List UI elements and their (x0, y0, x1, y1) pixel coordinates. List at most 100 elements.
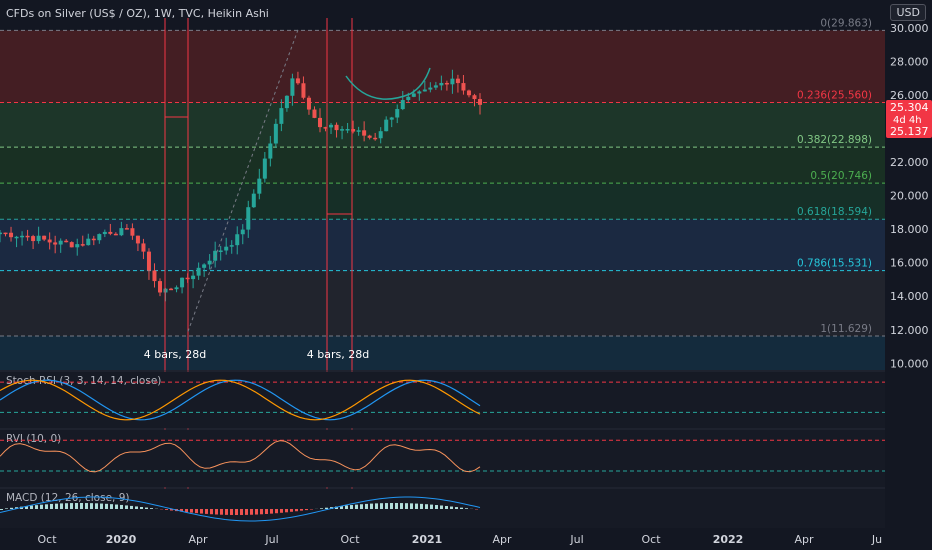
macd-bar (405, 503, 408, 509)
macd-bar (365, 503, 368, 509)
candle-body (36, 235, 41, 242)
candle-body (47, 239, 52, 243)
candle-body (273, 123, 278, 144)
candle-body (306, 97, 311, 110)
macd-bar (445, 505, 448, 509)
fib-label: 0.382(22.898) (797, 134, 872, 146)
macd-bar (125, 505, 128, 509)
candle-body (461, 83, 466, 91)
fib-label: 0.786(15.531) (797, 258, 872, 270)
candle-body (3, 232, 8, 235)
candle-body (318, 117, 322, 128)
candle-body (301, 83, 306, 98)
macd-bar (240, 509, 243, 515)
macd-bar (15, 507, 18, 509)
macd-bar (115, 504, 118, 509)
candle-body (334, 124, 339, 131)
macd-bar (180, 509, 183, 512)
time-tick: Oct (37, 533, 57, 546)
candle-body (113, 233, 118, 236)
rvi-line (0, 440, 481, 473)
macd-bar (100, 503, 103, 509)
candle-body (389, 117, 394, 120)
price-tick: 10.000 (890, 357, 929, 370)
candle-body (351, 129, 356, 132)
pane-bg (0, 430, 885, 487)
macd-bar (460, 507, 463, 509)
macd-bar (35, 505, 38, 509)
macd-bar (145, 507, 148, 509)
macd-bar (430, 504, 433, 509)
macd-bar (120, 504, 123, 509)
candle-body (378, 131, 383, 139)
time-tick: Apr (492, 533, 512, 546)
macd-bar (295, 509, 298, 512)
currency-button[interactable]: USD (890, 4, 926, 21)
macd-bar (80, 503, 83, 509)
price-axis: 30.00028.00026.00024.00022.00020.00018.0… (885, 0, 932, 550)
candle-body (119, 228, 124, 236)
candle-body (191, 275, 196, 280)
time-axis: Oct 2020 Apr Jul Oct 2021 Apr Jul Oct 2022 Apr Ju (0, 528, 932, 550)
macd-bar (390, 503, 393, 509)
candle-body (152, 270, 157, 282)
macd-bar (360, 504, 363, 509)
macd-bar (110, 504, 113, 509)
symbol-title: CFDs on Silver (US$ / OZ), 1W, TVC, Heik… (6, 7, 269, 20)
candle-body (224, 246, 229, 251)
candle-body (417, 91, 422, 94)
macd-bar (45, 504, 48, 509)
candle-body (246, 207, 251, 230)
macd-bar (65, 503, 68, 509)
macd-bar (220, 509, 223, 515)
fib-band (0, 30, 885, 103)
price-badge (886, 100, 932, 138)
price-tick: 18.000 (890, 223, 929, 236)
candle-body (428, 87, 433, 90)
macd-bar (250, 509, 253, 515)
macd-bar (290, 509, 293, 512)
macd-bar (55, 503, 58, 509)
macd-bar (450, 506, 453, 509)
candle-body (108, 231, 113, 234)
price-badge-low: 25.137 (890, 125, 929, 138)
candle-body (229, 245, 234, 247)
macd-bar (30, 505, 33, 509)
macd-bar (245, 509, 248, 515)
price-tick: 30.000 (890, 22, 929, 35)
macd-bar (60, 503, 63, 509)
macd-bar (85, 503, 88, 509)
candle-body (31, 236, 36, 242)
candle-body (340, 129, 345, 131)
price-tick: 28.000 (890, 56, 929, 69)
candle-body (439, 82, 444, 86)
macd-bar (210, 509, 213, 515)
candle-body (0, 232, 2, 235)
fib-band (0, 147, 885, 184)
candle-body (362, 130, 367, 136)
macd-bar (380, 503, 383, 509)
macd-bar (375, 503, 378, 509)
time-tick: Oct (641, 533, 661, 546)
macd-bar (0, 509, 3, 510)
fib-bands (0, 18, 885, 370)
macd-bar (235, 509, 238, 515)
macd-bar (150, 508, 153, 509)
candle-body (14, 236, 19, 239)
macd-bar (435, 505, 438, 509)
candle-body (135, 235, 140, 244)
price-axis-bg (885, 0, 932, 550)
pane-title: RVI (10, 0) (6, 433, 61, 445)
fib-band (0, 102, 885, 148)
macd-bar (455, 507, 458, 509)
candle-body (141, 243, 146, 252)
macd-bar (225, 509, 228, 515)
fib-label: 0.236(25.560) (797, 89, 872, 101)
time-tick: 2020 (106, 533, 137, 546)
candle-body (466, 90, 471, 96)
macd-bar (265, 509, 268, 514)
candle-body (64, 240, 69, 243)
macd-bar (275, 509, 278, 514)
macd-bar (385, 503, 388, 509)
